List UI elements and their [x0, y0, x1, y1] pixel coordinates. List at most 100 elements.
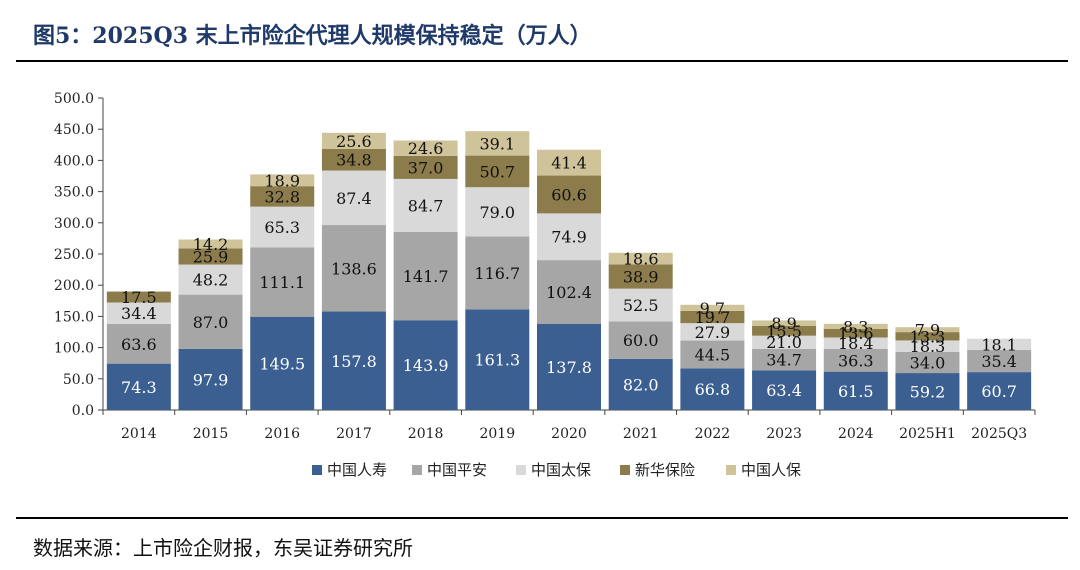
- legend-swatch: [620, 465, 630, 475]
- bar-segment: [608, 264, 673, 289]
- bar-segment: [106, 291, 171, 303]
- data-label: 102.4: [546, 283, 592, 302]
- bar-segment: [537, 213, 601, 261]
- data-label: 36.3: [838, 351, 874, 370]
- legend-label: 中国平安: [427, 461, 487, 479]
- data-label: 8.9: [771, 314, 796, 333]
- bar-segment: [895, 340, 960, 352]
- data-label: 35.4: [981, 352, 1017, 371]
- x-tick-label: 2025Q3: [971, 426, 1027, 442]
- data-label: 52.5: [623, 296, 659, 315]
- bar-segment: [752, 326, 817, 336]
- data-label: 13.6: [838, 324, 874, 343]
- bar-segment: [752, 348, 817, 371]
- y-tick-label: 350.0: [54, 185, 94, 201]
- bar-segment: [608, 321, 673, 359]
- bar-segment: [106, 363, 171, 410]
- data-label: 25.9: [193, 247, 229, 266]
- data-label: 18.6: [623, 250, 659, 269]
- data-label: 63.6: [121, 335, 157, 354]
- legend-swatch: [726, 465, 736, 475]
- data-label: 141.7: [403, 267, 449, 286]
- bar-segment: [250, 174, 315, 187]
- data-label: 17.5: [121, 288, 157, 307]
- bar-segment: [250, 316, 315, 410]
- data-label: 111.1: [259, 273, 305, 292]
- bar-segment: [178, 248, 243, 265]
- bar-segment: [178, 264, 243, 295]
- top-rule: [16, 60, 1068, 62]
- bar-segment: [823, 323, 888, 330]
- data-label: 157.8: [331, 352, 377, 371]
- x-tick-label: 2014: [121, 426, 157, 442]
- data-label: 8.3: [843, 317, 868, 336]
- bar-segment: [321, 311, 386, 410]
- source-note: 数据来源：上市险企财报，东吴证券研究所: [33, 536, 413, 560]
- data-label: 9.7: [700, 299, 725, 318]
- bar-segment: [823, 348, 888, 372]
- x-tick-label: 2023: [766, 426, 802, 442]
- bar-segment: [537, 149, 601, 176]
- y-tick-label: 100.0: [54, 341, 94, 357]
- bar-segment: [321, 148, 386, 171]
- legend-label: 中国太保: [531, 461, 591, 479]
- bar-segment: [823, 337, 888, 349]
- bar-segment: [537, 175, 601, 214]
- legend-label: 中国人寿: [327, 461, 387, 479]
- x-tick-label: 2022: [695, 426, 731, 442]
- data-label: 60.0: [623, 331, 659, 350]
- bar-segment: [608, 288, 673, 322]
- data-label: 39.1: [479, 134, 515, 153]
- x-tick-label: 2025H1: [899, 426, 956, 442]
- data-label: 18.9: [264, 171, 300, 190]
- bar-series: [106, 131, 1032, 410]
- data-label: 137.8: [546, 358, 592, 377]
- bar-segment: [393, 140, 458, 156]
- data-label: 65.3: [264, 218, 300, 237]
- bar-segment: [967, 350, 1032, 373]
- legend: 中国人寿 中国平安 中国太保 新华保险 中国人保: [312, 461, 801, 479]
- data-label: 34.4: [121, 304, 157, 323]
- data-label: 161.3: [474, 351, 520, 370]
- axes: 0.0 50.0 100.0 150.0 200.0 250.0 300.0 350.0 400…: [54, 91, 1036, 442]
- data-label: 21.0: [766, 333, 802, 352]
- y-tick-label: 250.0: [54, 247, 94, 263]
- data-label: 44.5: [695, 345, 731, 364]
- data-label: 34.7: [766, 351, 802, 370]
- data-label: 27.9: [695, 323, 731, 342]
- bar-segment: [680, 323, 745, 341]
- bar-segment: [680, 310, 745, 324]
- bar-segment: [321, 225, 386, 312]
- y-tick-label: 50.0: [63, 372, 94, 388]
- bar-segment: [250, 247, 315, 317]
- bar-segment: [393, 178, 458, 232]
- data-label: 18.4: [838, 334, 874, 353]
- data-label: 74.3: [121, 378, 157, 397]
- bar-segment: [823, 371, 888, 410]
- data-label: 87.4: [336, 189, 372, 208]
- bar-segment: [537, 260, 601, 325]
- y-tick-label: 150.0: [54, 309, 94, 325]
- y-tick-label: 400.0: [54, 153, 94, 169]
- x-tick-label: 2017: [336, 426, 372, 442]
- bar-segment: [680, 340, 745, 369]
- bar-segment: [752, 320, 817, 327]
- bar-segment: [106, 302, 171, 324]
- data-label: 32.8: [264, 187, 300, 206]
- legend-label: 新华保险: [635, 461, 695, 479]
- bar-segment: [608, 358, 673, 410]
- data-labels: 74.3 63.6 34.417.5 97.9 87.0 48.2 25.914.2 149.…: [121, 132, 1017, 402]
- bar-segment: [178, 348, 243, 410]
- bottom-rule: [16, 517, 1068, 519]
- legend-swatch: [412, 465, 422, 475]
- data-label: 60.7: [981, 382, 1017, 401]
- data-label: 82.0: [623, 375, 659, 394]
- chart-title: 图5：2025Q3 末上市险企代理人规模保持稳定（万人）: [33, 23, 592, 49]
- x-tick-label: 2015: [193, 426, 229, 442]
- bar-segment: [967, 338, 1032, 351]
- data-label: 79.0: [479, 203, 515, 222]
- bar-segment: [537, 324, 601, 410]
- bar-segment: [178, 294, 243, 349]
- x-tick-label: 2018: [408, 426, 444, 442]
- bar-segment: [393, 231, 458, 321]
